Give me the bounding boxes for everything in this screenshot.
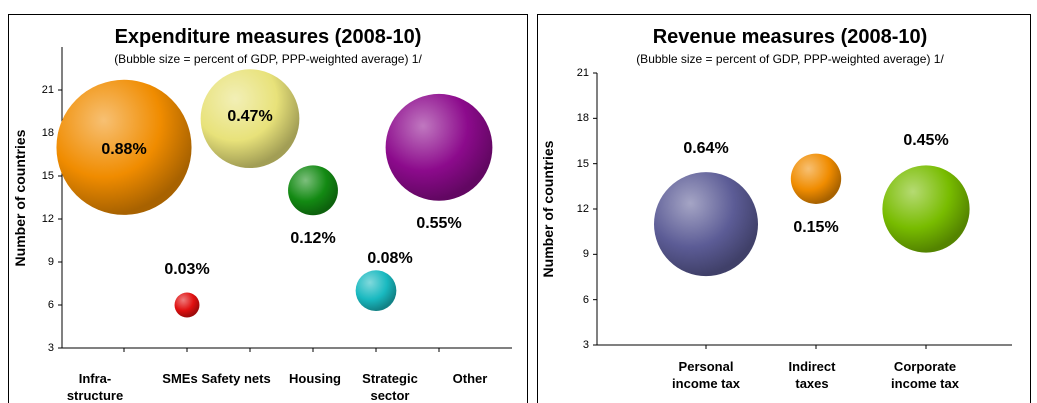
data-label: 0.15% [793,218,839,236]
x-tick-label: SMEs [162,371,198,386]
y-tick-label: 6 [582,293,589,306]
chart-title: Revenue measures (2008-10) [652,26,928,48]
bubble [56,79,192,215]
data-label: 0.64% [683,140,729,158]
y-tick-label: 21 [576,67,589,79]
data-label: 0.47% [227,107,273,125]
y-tick-label: 15 [41,170,54,182]
bubble [882,165,970,253]
x-tick-label: Other [452,371,488,386]
chart-subtitle: (Bubble size = percent of GDP, PPP-weigh… [636,52,944,66]
x-tick-label: Safety nets [201,371,271,386]
y-tick-label: 12 [41,213,54,225]
bubble [790,153,842,204]
y-tick-label: 12 [576,203,589,215]
x-tick-label: Personal income tax [672,359,740,391]
y-tick-label: 18 [576,112,589,125]
data-label: 0.88% [101,141,147,159]
y-axis-label: Number of countries [12,129,28,266]
data-label: 0.45% [903,132,949,149]
bubble [200,69,300,169]
data-label: 0.03% [164,261,210,278]
x-tick-label: Housing [289,371,341,386]
y-tick-label: 6 [47,299,54,311]
y-tick-label: 9 [47,256,54,268]
bubble [385,93,493,201]
y-tick-label: 21 [41,84,54,96]
x-tick-label: Corporate income tax [891,359,959,391]
y-tick-label: 3 [47,342,54,354]
y-tick-label: 15 [576,157,589,170]
y-tick-label: 3 [582,339,589,351]
bubble [288,165,338,216]
bubble [654,172,758,277]
data-label: 0.55% [416,215,462,233]
y-axis-label: Number of countries [540,140,556,278]
bubble [355,270,397,312]
chart-title: Expenditure measures (2008-10) [114,26,422,48]
x-tick-label: Infra- structure [66,371,124,403]
data-label: 0.08% [367,249,413,267]
panel [8,14,528,403]
y-tick-label: 9 [582,248,589,261]
chart-subtitle: (Bubble size = percent of GDP, PPP-weigh… [114,52,422,66]
data-label: 0.12% [290,230,336,248]
x-tick-label: Indirect taxes [788,359,836,391]
x-tick-label: Strategic sector [362,371,418,403]
y-tick-label: 18 [41,127,54,139]
panel [537,14,1031,403]
bubble [174,292,200,318]
